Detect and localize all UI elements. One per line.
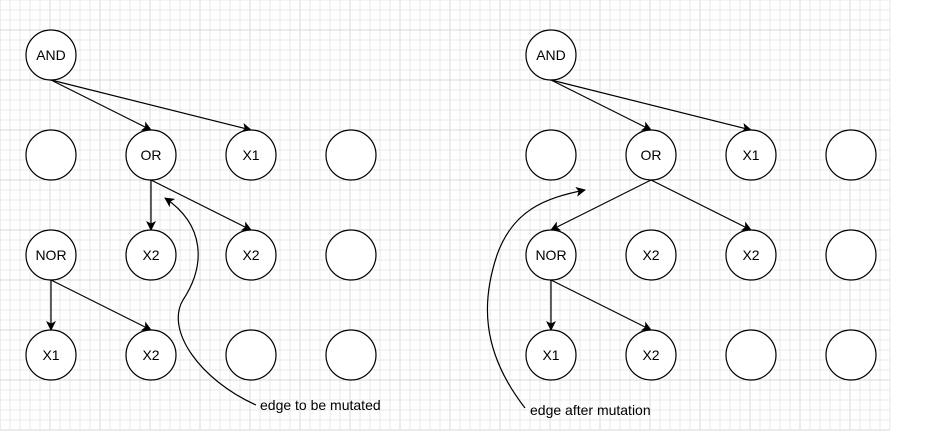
node-label: OR: [641, 147, 662, 163]
node-r-nor: NOR: [525, 229, 577, 281]
annotation-label-before: edge to be mutated: [260, 397, 381, 413]
node-r-x1b: X1: [525, 329, 577, 381]
node-circle: [25, 229, 77, 281]
node-circle: [25, 329, 77, 381]
node-r-r1c0: [525, 129, 577, 181]
node-circle: [725, 229, 777, 281]
node-circle: [325, 229, 377, 281]
node-circle: [525, 229, 577, 281]
node-r-r3c2: [725, 329, 777, 381]
node-circle: [325, 129, 377, 181]
node-l-or: OR: [125, 129, 177, 181]
edge-l-and-to-l-x1a: [50, 79, 252, 133]
node-l-x2b: X2: [225, 229, 277, 281]
node-label: X1: [42, 347, 59, 363]
node-circle: [125, 129, 177, 181]
annotations-layer: edge to be mutated edge after mutation: [164, 186, 651, 418]
edge-l-or-to-l-x2b: [150, 179, 252, 231]
edge-r-or-to-r-nor: [550, 179, 652, 231]
annotation-curve-after: [486, 186, 586, 409]
node-label: X1: [242, 147, 259, 163]
node-circle: [625, 229, 677, 281]
edge-r-and-to-r-x1a: [550, 79, 752, 133]
node-circle: [25, 29, 77, 81]
node-l-r3c2: [225, 329, 277, 381]
node-circle: [25, 129, 77, 181]
node-circle: [225, 329, 277, 381]
node-circle: [825, 329, 877, 381]
node-label: X2: [142, 347, 159, 363]
annotation-label-after: edge after mutation: [530, 402, 651, 418]
node-l-r3c3: [325, 329, 377, 381]
node-r-r2c3: [825, 229, 877, 281]
node-circle: [725, 129, 777, 181]
node-l-x2c: X2: [125, 329, 177, 381]
node-r-x2b: X2: [725, 229, 777, 281]
node-label: X2: [242, 247, 259, 263]
node-r-x2a: X2: [625, 229, 677, 281]
node-circle: [325, 329, 377, 381]
node-l-x1a: X1: [225, 129, 277, 181]
node-r-x1a: X1: [725, 129, 777, 181]
annotation-curve-before: [164, 197, 257, 406]
node-r-or: OR: [625, 129, 677, 181]
edge-r-and-to-r-or: [550, 79, 652, 131]
node-l-x1b: X1: [25, 329, 77, 381]
node-circle: [825, 129, 877, 181]
node-l-r1c0: [25, 129, 77, 181]
node-l-and: AND: [25, 29, 77, 81]
node-circle: [825, 229, 877, 281]
node-label: OR: [141, 147, 162, 163]
edges-layer: [46, 79, 752, 331]
node-l-r1c3: [325, 129, 377, 181]
node-label: X2: [742, 247, 759, 263]
node-label: X2: [642, 347, 659, 363]
node-circle: [525, 29, 577, 81]
node-l-r2c3: [325, 229, 377, 281]
node-r-x2c: X2: [625, 329, 677, 381]
node-circle: [125, 329, 177, 381]
node-label: NOR: [35, 247, 66, 263]
node-label: X2: [642, 247, 659, 263]
node-circle: [225, 229, 277, 281]
edge-l-nor-to-l-x2c: [50, 279, 152, 331]
node-circle: [225, 129, 277, 181]
node-circle: [525, 329, 577, 381]
node-label: X2: [142, 247, 159, 263]
node-circle: [625, 129, 677, 181]
node-circle: [525, 129, 577, 181]
node-label: X1: [742, 147, 759, 163]
node-label: X1: [542, 347, 559, 363]
node-label: AND: [36, 47, 66, 63]
node-label: NOR: [535, 247, 566, 263]
node-circle: [625, 329, 677, 381]
node-r-and: AND: [525, 29, 577, 81]
edge-r-or-to-r-x2b: [650, 179, 752, 231]
edge-l-and-to-l-or: [50, 79, 152, 131]
node-l-nor: NOR: [25, 229, 77, 281]
node-circle: [725, 329, 777, 381]
node-circle: [125, 229, 177, 281]
node-r-r3c3: [825, 329, 877, 381]
node-l-x2a: X2: [125, 229, 177, 281]
node-label: AND: [536, 47, 566, 63]
edge-r-nor-to-r-x2c: [550, 279, 652, 331]
nodes-layer: AND OR X1 NOR X2 X2 X1 X2 AND OR X1 NOR X2 X2 X1 X2: [25, 29, 877, 381]
node-r-r1c3: [825, 129, 877, 181]
